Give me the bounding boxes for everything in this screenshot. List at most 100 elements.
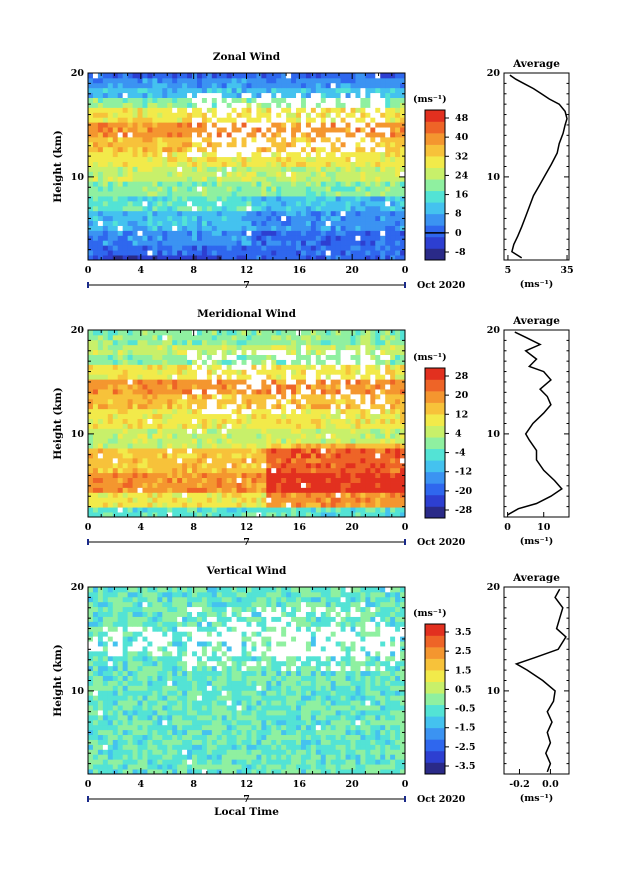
heatmap-cell [346,137,351,142]
heatmap-cell [365,458,370,463]
heatmap-cell [98,122,103,127]
heatmap-cell [182,458,187,463]
heatmap-cell [152,83,157,88]
heatmap-cell [296,389,301,394]
heatmap-cell [222,181,227,186]
heatmap-cell [316,73,321,78]
heatmap-cell [138,196,143,201]
heatmap-cell [365,507,370,512]
heatmap-cell [207,473,212,478]
heatmap-cell [380,483,385,488]
heatmap-cell [375,478,380,483]
heatmap-cell [251,409,256,414]
heatmap-cell [222,196,227,201]
heatmap-cell [266,176,271,181]
heatmap-cell [281,147,286,152]
heatmap-cell [266,201,271,206]
heatmap-cell [326,147,331,152]
heatmap-cell [306,206,311,211]
heatmap-cell [360,245,365,250]
heatmap-cell [266,502,271,507]
heatmap-cell [177,369,182,374]
heatmap-cell [316,497,321,502]
heatmap-cell [93,458,98,463]
heatmap-cell [162,384,167,389]
heatmap-cell [128,216,133,221]
heatmap-cell [336,112,341,117]
heatmap-cell [177,245,182,250]
heatmap-cell [93,235,98,240]
heatmap-cell [147,88,152,93]
heatmap-cell [128,240,133,245]
heatmap-cell [227,117,232,122]
heatmap-cell [88,201,93,206]
heatmap-cell [306,350,311,355]
heatmap-cell [138,458,143,463]
heatmap-cell [321,364,326,369]
heatmap-cell [123,98,128,103]
heatmap-cell [167,226,172,231]
heatmap-cell [197,345,202,350]
heatmap-cell [202,103,207,108]
heatmap-cell [227,181,232,186]
heatmap-cell [365,483,370,488]
heatmap-cell [123,157,128,162]
heatmap-cell [212,201,217,206]
heatmap-cell [103,196,108,201]
heatmap-cell [113,492,118,497]
heatmap-cell [118,103,123,108]
heatmap-cell [138,117,143,122]
heatmap-cell [321,478,326,483]
heatmap-cell [306,389,311,394]
heatmap-cell [326,98,331,103]
heatmap-cell [207,335,212,340]
heatmap-cell [321,191,326,196]
heatmap-cell [138,424,143,429]
heatmap-cell [306,345,311,350]
heatmap-cell [192,492,197,497]
heatmap-cell [167,122,172,127]
heatmap-cell [281,438,286,443]
heatmap-cell [321,468,326,473]
heatmap-cell [360,433,365,438]
heatmap-cell [351,73,356,78]
heatmap-cell [261,379,266,384]
heatmap-cell [341,245,346,250]
heatmap-cell [301,122,306,127]
heatmap-cell [316,88,321,93]
heatmap-cell [360,186,365,191]
heatmap-cell [311,335,316,340]
heatmap-cell [326,473,331,478]
heatmap-cell [321,127,326,132]
heatmap-cell [247,404,252,409]
heatmap-cell [93,78,98,83]
heatmap-cell [326,448,331,453]
heatmap-cell [251,399,256,404]
heatmap-cell [266,78,271,83]
heatmap-cell [118,355,123,360]
heatmap-cell [301,93,306,98]
heatmap-cell [93,492,98,497]
heatmap-cell [301,424,306,429]
heatmap-cell [341,112,346,117]
heatmap-cell [276,345,281,350]
heatmap-cell [242,419,247,424]
heatmap-cell [390,433,395,438]
heatmap-cell [147,147,152,152]
heatmap-cell [232,364,237,369]
heatmap-cell [222,226,227,231]
heatmap-cell [385,433,390,438]
heatmap-cell [138,404,143,409]
heatmap-cell [375,458,380,463]
heatmap-cell [142,103,147,108]
heatmap-cell [301,364,306,369]
heatmap-cell [261,414,266,419]
heatmap-cell [390,473,395,478]
heatmap-cell [341,235,346,240]
heatmap-cell [336,167,341,172]
heatmap-cell [341,196,346,201]
heatmap-cell [346,419,351,424]
heatmap-cell [321,414,326,419]
heatmap-cell [88,78,93,83]
heatmap-cell [108,473,113,478]
